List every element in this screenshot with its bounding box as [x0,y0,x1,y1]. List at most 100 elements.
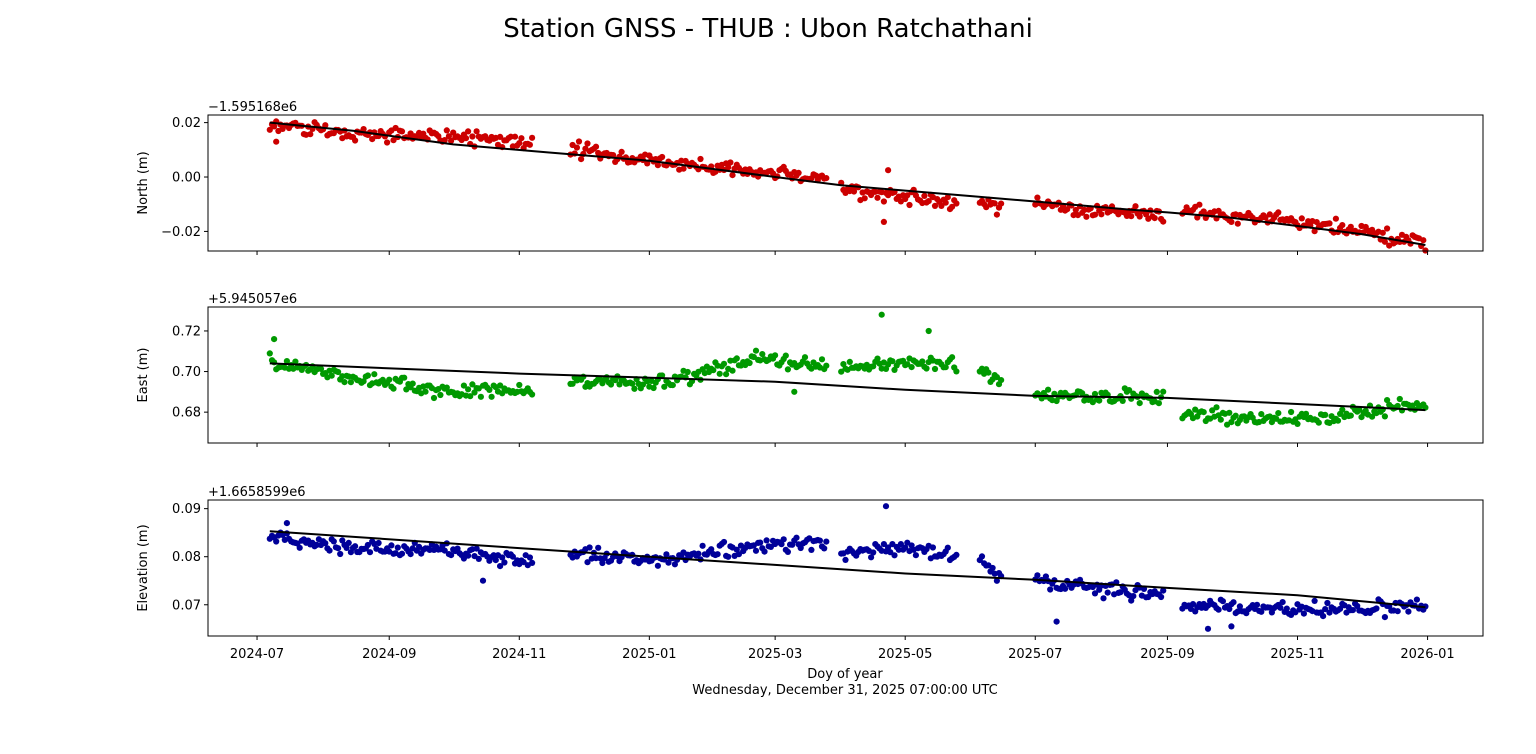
elevation-point [654,562,662,569]
elevation-point [490,552,497,559]
east-point [422,388,429,395]
elevation-point [364,541,371,549]
elevation-point [897,541,905,548]
north-ytick-label: 0.02 [172,116,201,131]
east-point [716,370,723,377]
north-point [1262,214,1269,221]
east-ytick-label: 0.70 [172,365,201,380]
east-point [364,372,371,379]
east-point [341,379,348,386]
elevation-point [1219,598,1226,605]
elevation-point [1337,605,1344,612]
elevation-point [752,547,760,554]
xtick-label: 2025-09 [1140,647,1194,662]
east-point [379,376,386,383]
east-point [791,388,798,395]
north-point [398,128,406,135]
elevation-point [778,541,785,548]
east-point [650,384,657,392]
elevation-point [821,545,828,552]
north-point [307,131,314,138]
north-point [823,175,830,182]
north-ytick-label: 0.00 [172,171,201,186]
xtick-label: 2025-03 [748,647,802,662]
east-trend-line [269,362,1426,412]
elevation-points [266,503,1429,632]
north-point [497,133,504,140]
north-point [1034,194,1041,201]
east-point [516,381,523,389]
north-point [991,200,998,207]
elevation-point [296,544,303,551]
north-point [465,128,472,135]
east-point [631,385,638,392]
north-point [938,202,945,209]
elevation-point [793,534,800,541]
east-point [878,311,885,318]
elevation-point [465,552,472,559]
north-point [1313,219,1320,226]
elevation-point [1034,572,1041,579]
east-point [1394,402,1401,410]
east-point [784,366,792,373]
elevation-offset-label: +1.6658599e6 [208,485,305,500]
east-point [1091,390,1099,398]
north-point [360,126,367,133]
north-axes-frame [207,114,1484,252]
east-point [998,377,1005,384]
elevation-point [953,551,960,559]
east-point [360,378,367,385]
north-point [273,138,280,145]
elevation-point [735,551,743,558]
east-offset-label: +5.945057e6 [208,292,297,307]
elevation-point [797,544,804,552]
east-point [772,352,779,359]
elevation-point [337,550,344,558]
elevation-point [497,563,504,570]
north-point [861,195,868,202]
east-point [497,382,504,389]
north-point [469,133,476,140]
north-point [445,133,452,140]
north-ylabel: North (m) [136,151,151,214]
elevation-point [902,544,909,551]
elevation-point [708,546,715,553]
north-point [1083,213,1090,220]
east-point [1258,411,1265,418]
north-point [1339,222,1346,229]
north-point [448,137,455,144]
elevation-point [273,538,280,545]
north-point [1298,215,1305,222]
elevation-point [1226,605,1233,613]
elevation-point [1158,593,1165,601]
north-point [1347,223,1354,230]
elevation-point [885,544,892,551]
east-point [1200,409,1207,416]
north-point [352,137,359,144]
east-point [661,383,668,390]
north-point [880,218,888,225]
elevation-point [929,544,937,551]
east-point [465,386,472,393]
elevation-point [1311,597,1318,605]
x-axis-label: Doy of year [807,667,883,682]
elevation-point [1322,606,1329,613]
elevation-point [366,549,374,556]
north-point [443,127,450,134]
north-point [659,153,666,161]
east-point [629,380,636,387]
east-point [639,381,647,388]
north-point [584,140,591,147]
north-point [697,155,704,163]
east-point [801,354,809,361]
north-ytick-label: −0.02 [161,225,201,240]
east-point [477,393,484,400]
east-point [347,379,354,386]
elevation-point [1320,613,1327,620]
xtick-label: 2025-01 [622,647,676,662]
north-point [1091,211,1099,218]
north-point [725,164,732,171]
north-point [874,194,881,201]
east-ytick-label: 0.72 [172,324,201,339]
north-point [271,123,278,130]
